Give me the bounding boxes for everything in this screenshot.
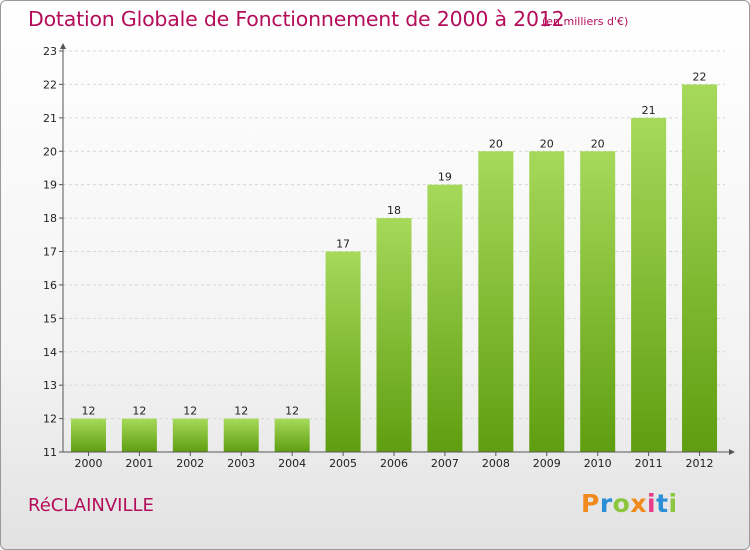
y-tick-label: 12 (43, 413, 57, 426)
bar-2009 (529, 151, 565, 452)
bar-value-label: 12 (183, 405, 197, 418)
bar-value-label: 22 (693, 70, 707, 83)
y-tick-label: 13 (43, 379, 57, 392)
x-tick-label: 2009 (533, 457, 561, 470)
bar-2004 (274, 418, 310, 452)
bar-value-label: 12 (285, 405, 299, 418)
bar-2010 (580, 151, 616, 452)
bar-value-label: 20 (591, 137, 605, 150)
axes: 11 12 13 14 15 16 17 18 19 20 21 22 23 2000 2001 2002 20… (43, 43, 735, 470)
logo-letter: i (647, 489, 657, 518)
x-tick-label: 2000 (74, 457, 102, 470)
bar-value-label: 20 (540, 137, 554, 150)
x-tick-label: 2012 (686, 457, 714, 470)
x-tick-label: 2004 (278, 457, 306, 470)
x-tick-label: 2007 (431, 457, 459, 470)
proxiti-logo[interactable]: Proxiti (581, 489, 678, 518)
bar-2001 (121, 418, 157, 452)
bar-2012 (682, 84, 718, 453)
bar-2005 (325, 251, 361, 452)
y-tick-label: 23 (43, 45, 57, 58)
y-tick-label: 14 (43, 346, 57, 359)
logo-letter: P (581, 489, 600, 518)
logo-letter: t (656, 489, 669, 518)
bar-2007 (427, 184, 463, 452)
y-tick-label: 15 (43, 312, 57, 325)
logo-letter: i (668, 489, 678, 518)
y-axis-arrow (60, 43, 66, 49)
x-tick-label: 2001 (125, 457, 153, 470)
x-tick-label: 2003 (227, 457, 255, 470)
x-tick-label: 2008 (482, 457, 510, 470)
chart-title: Dotation Globale de Fonctionnement de 20… (28, 7, 565, 31)
x-tick-label: 2005 (329, 457, 357, 470)
logo-letter: r (599, 489, 613, 518)
bar-2006 (376, 218, 412, 452)
bar-2003 (223, 418, 259, 452)
logo-letter: x (630, 489, 647, 518)
bar-2000 (70, 418, 106, 452)
bar-value-label: 17 (336, 238, 350, 251)
x-tick-label: 2011 (635, 457, 663, 470)
x-tick-label: 2010 (584, 457, 612, 470)
x-tick-label: 2006 (380, 457, 408, 470)
y-tick-label: 20 (43, 145, 57, 158)
y-tick-label: 17 (43, 246, 57, 259)
logo-letter: o (612, 489, 631, 518)
bar-value-label: 21 (642, 104, 656, 117)
bar-value-label: 20 (489, 137, 503, 150)
y-tick-label: 22 (43, 78, 57, 91)
bar-2011 (631, 117, 667, 452)
y-tick-label: 19 (43, 179, 57, 192)
bar-value-label: 19 (438, 171, 452, 184)
x-axis-arrow (729, 449, 735, 455)
chart-unit: (en milliers d'€) (542, 15, 629, 28)
x-tick-label: 2002 (176, 457, 204, 470)
bar-value-label: 12 (132, 405, 146, 418)
bar-value-label: 18 (387, 204, 401, 217)
bar-2002 (172, 418, 208, 452)
bar-value-label: 12 (81, 405, 95, 418)
bar-value-label: 12 (234, 405, 248, 418)
y-tick-label: 11 (43, 446, 57, 459)
y-tick-label: 16 (43, 279, 57, 292)
y-tick-label: 18 (43, 212, 57, 225)
bar-2008 (478, 151, 514, 452)
y-tick-label: 21 (43, 112, 57, 125)
bars: 12 12 12 12 12 17 18 19 20 20 20 21 22 (70, 70, 718, 453)
commune-name: RéCLAINVILLE (28, 495, 154, 516)
